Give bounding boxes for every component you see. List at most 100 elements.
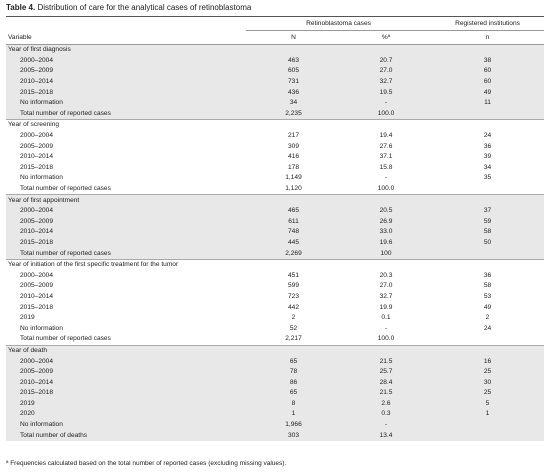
row-label: 2019 [6,398,246,410]
data-row: No information 52 - 24 [6,323,544,334]
cell: 451 [287,271,299,279]
cell: 100.0 [341,108,431,120]
cell: 1,149 [285,174,302,182]
cell [431,430,544,441]
cell: 217 [287,132,299,140]
data-row: 2005–2009 309 27.6 36 [6,141,544,152]
cell: 37.1 [379,153,393,161]
row-label: 2005–2009 [20,282,54,290]
data-row: 2015–2018 445 19.6 50 [6,237,544,249]
cell: 25 [431,366,544,378]
cell: 178 [287,163,299,171]
data-row: 2015–2018 178 15.8 34 [6,163,544,174]
data-row: 2000–2004 451 20.3 36 [6,270,544,281]
cell: 36 [483,271,492,279]
row-label: 2010–2014 [20,153,54,161]
cell: 748 [246,227,341,238]
column-header: %ª [341,30,431,45]
column-header: N [246,30,341,45]
column-header: n [431,30,544,45]
section-header-row: Year of first appointment [6,194,544,206]
footnote: ª Frequencies calculated based on the to… [6,460,287,467]
row-label: 2000–2004 [6,55,246,67]
cell: 39 [483,153,492,161]
cell: 30 [431,377,544,388]
cell: 78 [246,366,341,378]
cell: 65 [246,388,341,399]
cell: 27.0 [341,66,431,77]
data-row: 2010–2014 748 33.0 58 [6,227,544,238]
cell: 20.7 [341,55,431,67]
row-label: 2000–2004 [20,271,54,279]
cell: 26.9 [341,216,431,228]
cell: 0.3 [341,409,431,420]
cell: 611 [246,216,341,228]
data-row: Total number of reported cases 1,120 100.0 [6,184,544,195]
row-label: Total number of reported cases [20,335,111,343]
cell: 58 [483,282,492,290]
row-label: 2010–2014 [20,292,54,300]
cell: 731 [246,76,341,88]
data-row: 2005–2009 605 27.0 60 [6,66,544,77]
cell: 19.6 [341,237,431,249]
row-label: 2000–2004 [6,205,246,217]
cell: 86 [246,377,341,388]
cell: 416 [287,153,299,161]
cell: 442 [287,303,299,311]
cell: 28.4 [341,377,431,388]
row-label: 2005–2009 [6,366,246,378]
cell: 32.7 [379,292,393,300]
cell: 34 [246,97,341,109]
section-title: Year of first appointment [6,194,544,206]
row-label: No information [20,324,63,332]
cell: 35 [483,174,492,182]
cell [431,334,544,345]
data-row: Total number of reported cases 2,217 100.0 [6,334,544,345]
row-label: 2015–2018 [20,303,54,311]
cell: 60 [431,76,544,88]
cell: 309 [287,142,299,150]
data-row: 2015–2018 436 19.5 49 [6,87,544,98]
cell: - [341,97,431,109]
data-row: No information 34-11 [6,97,544,109]
cell: 24 [483,324,492,332]
cell: 100.0 [377,335,395,343]
data-row: 2020 1 0.3 1 [6,409,544,420]
data-row: 2005–2009 599 27.0 58 [6,281,544,292]
cell: 16 [431,356,544,367]
cell: 605 [246,66,341,77]
cell: 59 [431,216,544,228]
cell: 65 [246,356,341,367]
cell: 2 [291,314,296,322]
cell: 11 [431,97,544,109]
table: Retinoblastoma cases Registered instituti… [6,16,544,441]
row-label: Total number of deaths [6,430,246,441]
cell: 20.3 [379,271,393,279]
cell: 2.6 [341,398,431,410]
cell: - [384,324,388,332]
row-label: 2005–2009 [6,66,246,77]
cell: 19.5 [341,87,431,98]
cell: 1 [431,409,544,420]
data-row: Total number of deaths 303 13.4 [6,430,544,441]
cell: 52 [289,324,298,332]
data-row: 2019 2 0.1 2 [6,313,544,324]
cell: 38 [431,55,544,67]
data-row: 2000–2004 65 21.5 16 [6,356,544,367]
data-row: No information 1,966- [6,419,544,431]
cell: 25.7 [341,366,431,378]
data-row: 2005–2009 78 25.7 25 [6,366,544,378]
data-row: 2010–2014 416 37.1 39 [6,152,544,163]
row-label: Total number of reported cases [6,108,246,120]
data-row: 2000–2004 217 19.4 24 [6,131,544,142]
section-title: Year of death [6,344,544,357]
cell: 723 [287,292,299,300]
row-label: 2010–2014 [6,76,246,88]
cell: 20.5 [341,205,431,217]
section: Year of first appointment 2000–2004 465 20.… [6,194,544,260]
group-header: Registered institutions [431,16,544,31]
title-text: Distribution of care for the analytical … [37,3,252,12]
cell: 25 [431,388,544,399]
cell [431,419,544,431]
